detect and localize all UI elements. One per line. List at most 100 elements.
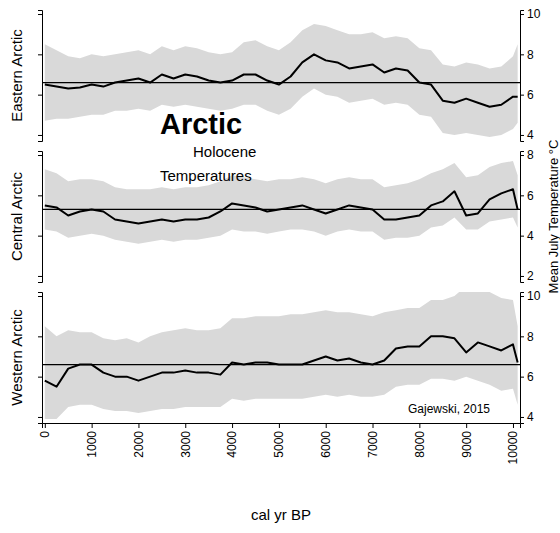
tick-mark (45, 423, 46, 428)
y-axis-left (38, 293, 43, 424)
tick-mark (38, 276, 42, 277)
tick: 6 (520, 370, 534, 384)
tick-mark (520, 377, 524, 378)
plot-area (42, 292, 520, 419)
tick-mark (138, 423, 139, 428)
tick: 1000 (85, 423, 99, 458)
tick-mark (520, 276, 524, 277)
temperature-line (45, 336, 518, 386)
tick-mark (38, 14, 42, 15)
tick-label: 4 (527, 229, 534, 243)
tick-mark (520, 54, 524, 55)
tick-label: 8 (527, 148, 534, 162)
range-band (45, 24, 518, 137)
tick-mark (279, 423, 280, 428)
y-axis-left (38, 11, 43, 142)
tick: 10 (520, 289, 541, 303)
tick-mark (38, 54, 42, 55)
subtitle: Temperatures (160, 167, 252, 184)
axis-line (521, 293, 525, 424)
tick-mark (419, 423, 420, 428)
tick-label: 3000 (179, 431, 193, 458)
temperature-line (45, 189, 518, 223)
tick (38, 276, 42, 277)
y-axis-right: 4 6 8 10 (520, 289, 541, 424)
range-band (45, 292, 518, 419)
tick-mark (466, 423, 467, 428)
tick: 4 (520, 229, 534, 243)
tick-mark (38, 236, 42, 237)
tick-label: 8 (527, 330, 534, 344)
tick-mark (520, 135, 524, 136)
tick (38, 195, 42, 196)
tick-mark (520, 296, 524, 297)
tick: 6 (520, 189, 534, 203)
range-band (45, 161, 518, 244)
tick-mark (373, 423, 374, 428)
tick: 4000 (225, 423, 239, 458)
tick-mark (38, 155, 42, 156)
axis-line (43, 424, 521, 429)
tick-mark (185, 423, 186, 428)
tick-mark (38, 417, 42, 418)
tick: 9000 (460, 423, 474, 458)
y-axis-left (38, 152, 43, 283)
tick-mark (520, 417, 524, 418)
tick-mark (38, 195, 42, 196)
tick-mark (38, 336, 42, 337)
x-axis-title: cal yr BP (251, 506, 311, 523)
tick-label: 0 (38, 431, 52, 438)
tick-label: 10 (527, 7, 541, 21)
tick-label: 6000 (319, 431, 333, 458)
tick: 6000 (319, 423, 333, 458)
panel-label: Western Arctic (8, 309, 25, 406)
tick-label: 10000 (506, 431, 520, 465)
annotation: Gajewski, 2015 (408, 402, 490, 416)
tick: 8 (520, 48, 534, 62)
tick-label: 7000 (366, 431, 380, 458)
tick-label: 2000 (132, 431, 146, 458)
tick: 8 (520, 148, 534, 162)
tick-label: 4 (527, 410, 534, 424)
panel-label: Central Arctic (8, 171, 25, 261)
tick-label: 5000 (272, 431, 286, 458)
tick: 2 (520, 269, 534, 283)
tick: 10 (520, 7, 541, 21)
tick-label: 10 (527, 289, 541, 303)
tick-mark (38, 95, 42, 96)
tick-mark (232, 423, 233, 428)
y-axis-title: Mean July Temperature °C (546, 140, 560, 294)
y-axis-right: 2 4 6 8 (520, 148, 534, 283)
tick (38, 417, 42, 418)
tick: 3000 (179, 423, 193, 458)
tick (38, 296, 42, 297)
tick-mark (520, 155, 524, 156)
x-axis: 0 1000 2000 3000 4000 5000 6000 7000 8000 9000 100… (38, 423, 520, 464)
tick-label: 8 (527, 48, 534, 62)
tick: 7000 (366, 423, 380, 458)
title: Arctic (160, 108, 242, 140)
tick: 10000 (506, 423, 520, 464)
panel-label: Eastern Arctic (8, 29, 25, 122)
tick-mark (92, 423, 93, 428)
tick-label: 6 (527, 370, 534, 384)
tick (38, 336, 42, 337)
axis-line (38, 11, 43, 142)
tick-label: 6 (527, 88, 534, 102)
tick: 4 (520, 128, 534, 142)
tick (38, 135, 42, 136)
tick-mark (520, 195, 524, 196)
tick-label: 2 (527, 269, 534, 283)
chart: 4 6 8 10 Eastern Arctic 2 4 6 8 Central Arctic 4 6 8… (0, 0, 560, 533)
plot-area (42, 161, 520, 244)
subtitle: Holocene (193, 143, 256, 160)
tick (38, 14, 42, 15)
axis-line (521, 11, 525, 142)
tick: 8000 (413, 423, 427, 458)
tick: 5000 (272, 423, 286, 458)
tick: 2000 (132, 423, 146, 458)
tick: 6 (520, 88, 534, 102)
tick-mark (513, 423, 514, 428)
tick: 4 (520, 410, 534, 424)
tick (38, 54, 42, 55)
